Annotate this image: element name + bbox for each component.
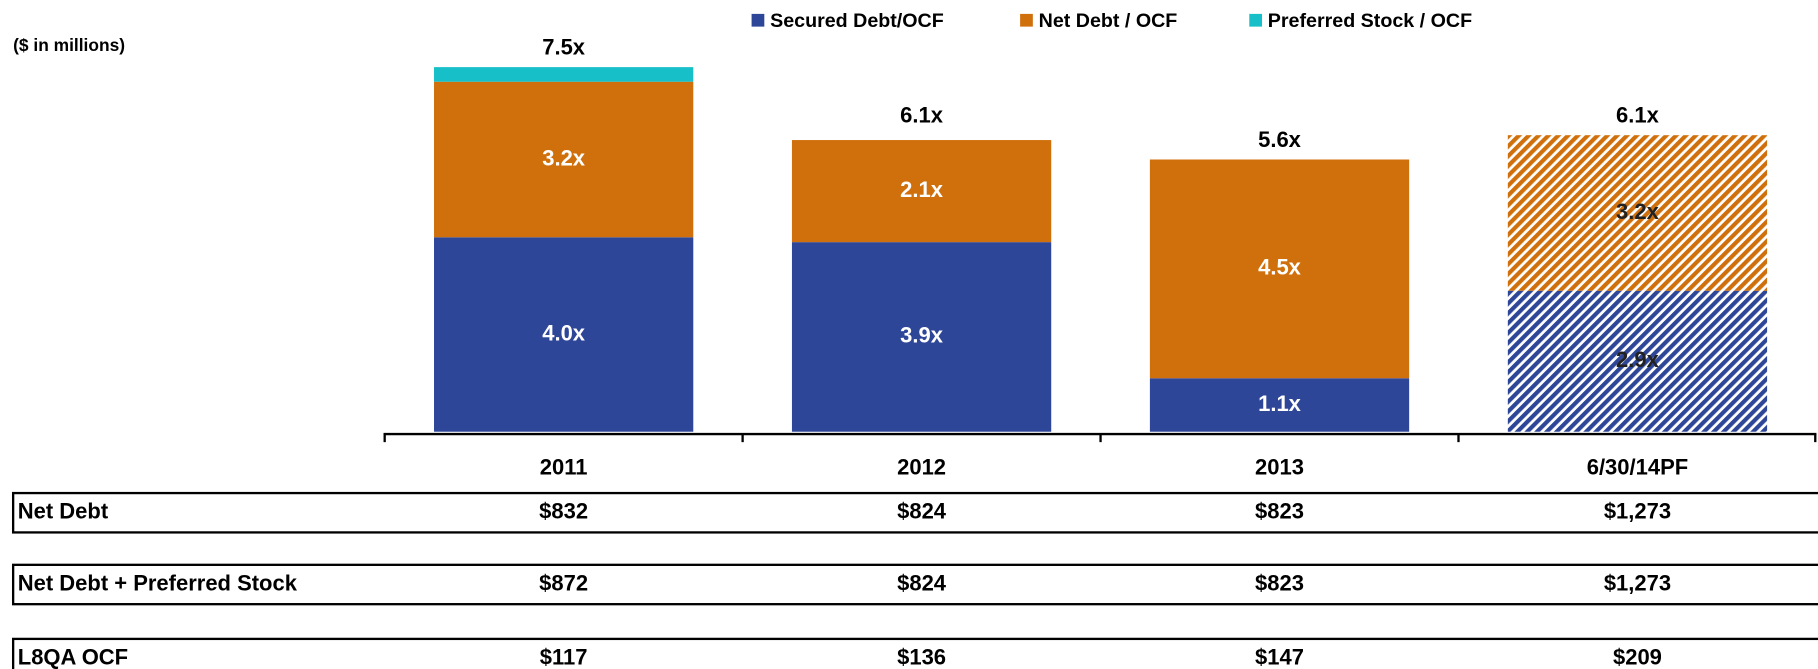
bar-segment [1507, 290, 1768, 432]
table-cell: $1,273 [1604, 499, 1671, 524]
x-tick-label: 2012 [897, 455, 946, 480]
table-cell: $824 [897, 570, 947, 595]
table-row [11, 563, 1818, 606]
table-cell: $823 [1255, 499, 1304, 524]
table-cell: $872 [539, 570, 588, 595]
table-cell: $832 [539, 499, 588, 524]
value-label: 4.5x [1258, 255, 1302, 280]
bar-segment [434, 67, 694, 82]
total-label: 7.5x [542, 34, 586, 59]
table-cell: $147 [1255, 644, 1304, 669]
value-label: 3.9x [900, 323, 944, 348]
value-label: 4.0x [542, 320, 586, 345]
table-cell: $824 [897, 499, 947, 524]
legend-label: Secured Debt/OCF [770, 10, 944, 32]
table-cell: $823 [1255, 570, 1304, 595]
table-row [11, 491, 1818, 534]
legend-label: Net Debt / OCF [1039, 10, 1178, 32]
value-label: 2.1x [900, 177, 944, 202]
value-label: 2.9x [1616, 347, 1660, 372]
total-label: 6.1x [1616, 102, 1660, 127]
table-row [11, 637, 1818, 669]
value-label: 3.2x [542, 145, 586, 170]
row-label: Net Debt + Preferred Stock [18, 570, 298, 595]
x-tick-label: 2011 [540, 455, 588, 480]
value-label: 1.1x [1258, 391, 1302, 416]
bar-segment [434, 237, 694, 432]
legend-label: Preferred Stock / OCF [1268, 10, 1472, 32]
bar-segment [1149, 159, 1410, 379]
x-tick-label: 6/30/14PF [1587, 455, 1688, 480]
total-label: 6.1x [900, 102, 944, 127]
total-label: 5.6x [1258, 127, 1302, 152]
bar-segment [791, 140, 1052, 243]
legend-swatch [1020, 13, 1033, 27]
table-cell: $136 [897, 644, 946, 669]
table-cell: $117 [540, 644, 588, 669]
legend-swatch [1249, 13, 1263, 27]
value-label: 3.2x [1616, 199, 1660, 224]
table-cell: $1,273 [1604, 570, 1671, 595]
subtitle: ($ in millions) [13, 35, 125, 55]
bar-segment [1149, 378, 1410, 432]
bar-segment [1507, 135, 1768, 291]
legend-swatch [751, 13, 765, 27]
bar-segment [791, 242, 1052, 432]
row-label: Net Debt [18, 499, 109, 524]
bar-segment [434, 81, 694, 238]
row-label: L8QA OCF [18, 644, 128, 669]
table-cell: $209 [1613, 644, 1662, 669]
x-tick-label: 2013 [1255, 455, 1304, 480]
